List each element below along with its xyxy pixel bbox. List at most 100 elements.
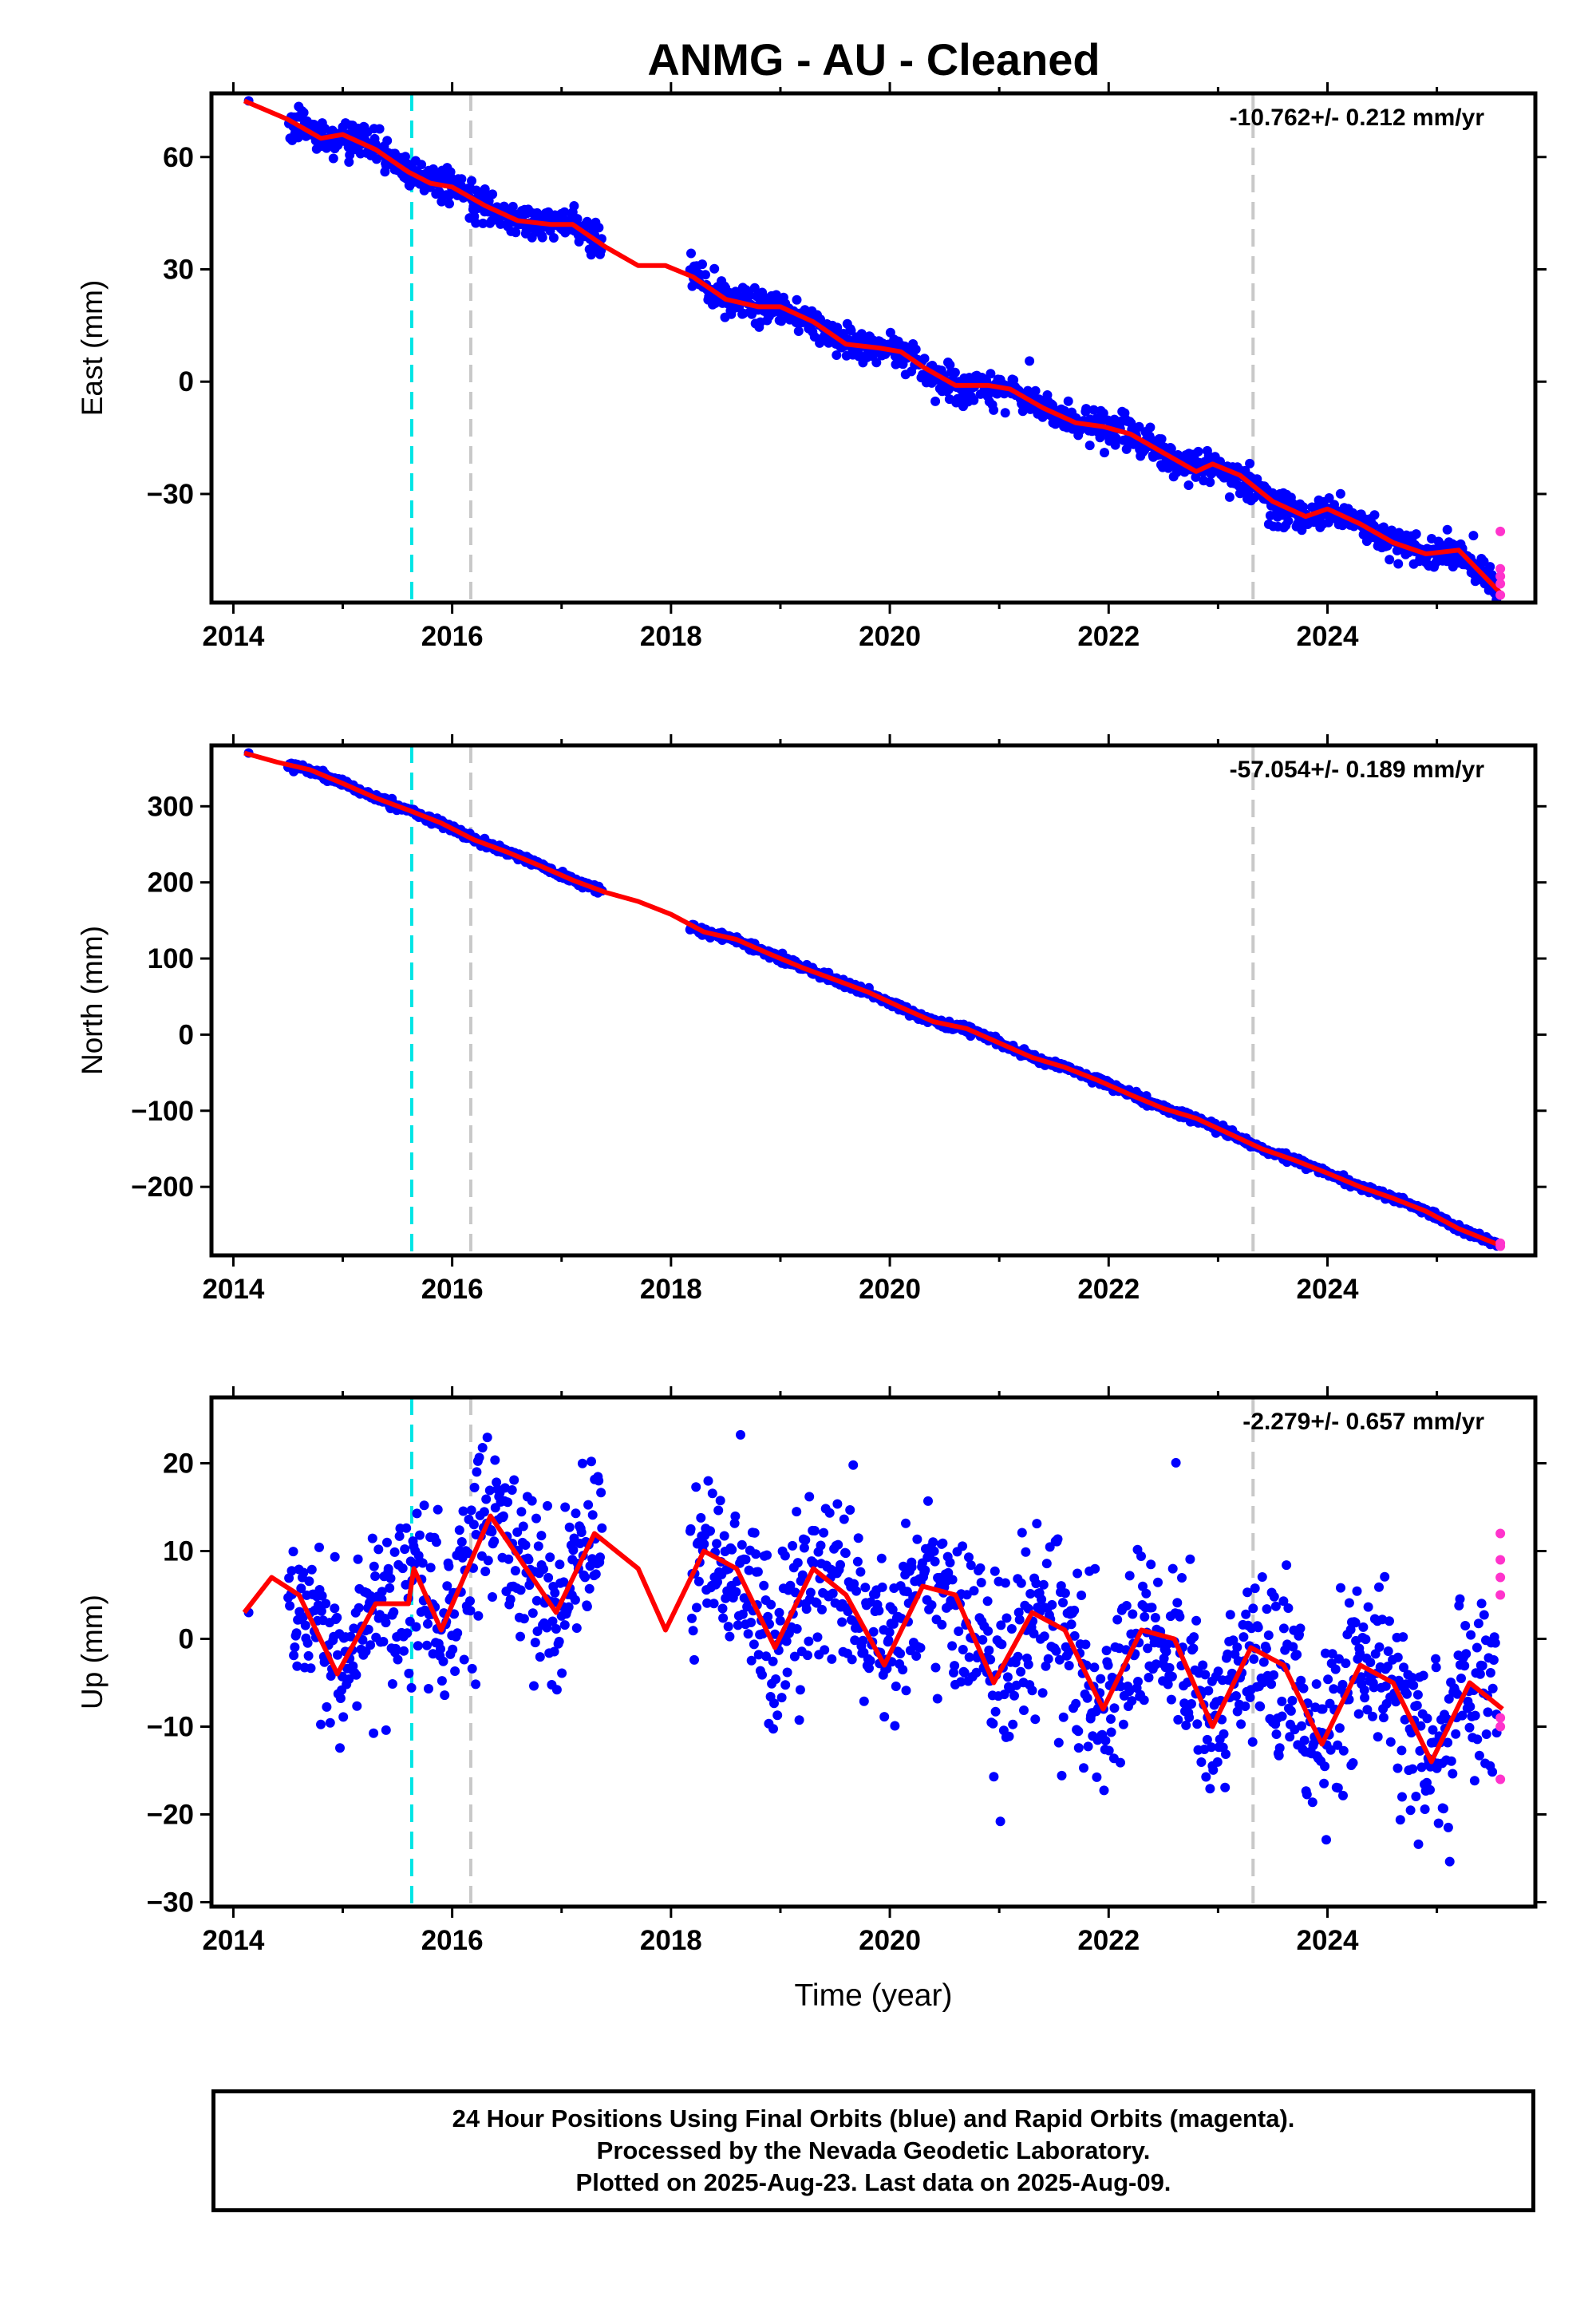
up-panel: 2014 2016 2018 2020 2022 2024 20 10 0 −10 −20 −30 Up… — [76, 1386, 1547, 2013]
up-data-point — [788, 1540, 798, 1551]
up-data-point — [1408, 1680, 1419, 1690]
up-data-point — [1213, 1666, 1223, 1677]
up-data-point — [529, 1681, 539, 1691]
up-data-point — [1319, 1778, 1329, 1788]
up-data-point — [419, 1500, 429, 1511]
up-data-point — [1278, 1596, 1289, 1607]
up-data-point — [326, 1671, 336, 1681]
up-data-point — [1250, 1583, 1260, 1594]
north-frame — [209, 743, 1538, 1258]
up-data-point — [1464, 1722, 1475, 1733]
up-data-point — [333, 1650, 342, 1660]
up-data-point — [1402, 1689, 1412, 1699]
up-data-point — [554, 1636, 564, 1646]
up-data-point — [1069, 1605, 1080, 1615]
up-data-point — [1333, 1783, 1343, 1793]
up-data-point — [1238, 1632, 1249, 1642]
up-data-point — [792, 1558, 803, 1568]
up-data-point — [298, 1567, 309, 1578]
east-rapid-point — [1495, 579, 1506, 589]
north-x-tick-label: 2016 — [421, 1274, 484, 1305]
up-data-point — [696, 1512, 706, 1523]
up-data-point — [292, 1661, 302, 1671]
east-data-point — [401, 152, 410, 162]
up-data-point — [717, 1603, 728, 1614]
up-data-point — [1163, 1679, 1173, 1690]
up-data-point — [930, 1556, 940, 1567]
up-data-point — [800, 1535, 811, 1545]
up-data-point — [1073, 1743, 1084, 1753]
up-data-point — [1336, 1583, 1345, 1593]
east-final-orbit-points — [243, 96, 1502, 603]
up-y-tick-label: 10 — [163, 1536, 194, 1567]
up-data-point — [1385, 1616, 1394, 1626]
up-data-point — [1025, 1589, 1036, 1599]
up-data-point — [1079, 1763, 1088, 1773]
up-data-point — [335, 1694, 346, 1703]
east-data-point — [344, 157, 354, 167]
up-data-point — [1456, 1674, 1466, 1683]
east-data-point — [559, 207, 570, 217]
up-data-point — [1373, 1732, 1383, 1742]
up-data-point — [848, 1460, 859, 1470]
up-data-point — [926, 1600, 937, 1611]
up-data-point — [306, 1564, 317, 1575]
east-rapid-point — [1495, 571, 1506, 582]
up-data-point — [1071, 1698, 1081, 1709]
up-data-point — [1355, 1648, 1365, 1658]
up-data-point — [785, 1580, 796, 1591]
up-data-point — [551, 1685, 562, 1695]
up-data-point — [1198, 1660, 1208, 1670]
up-data-point — [563, 1602, 574, 1612]
up-data-point — [1269, 1670, 1279, 1680]
up-data-point — [812, 1632, 823, 1642]
up-data-point — [1016, 1578, 1026, 1588]
up-data-point — [564, 1522, 575, 1532]
up-data-point — [285, 1601, 295, 1611]
up-data-point — [363, 1624, 373, 1634]
up-data-point — [584, 1583, 595, 1594]
up-data-point — [1138, 1581, 1148, 1591]
up-data-point — [518, 1521, 528, 1532]
east-data-point — [792, 294, 802, 305]
up-data-point — [929, 1546, 939, 1556]
up-data-point — [1428, 1725, 1438, 1735]
up-data-point — [877, 1582, 887, 1592]
east-data-point — [1411, 529, 1421, 539]
up-data-point — [381, 1725, 391, 1735]
up-x-tick-label: 2024 — [1297, 1925, 1359, 1956]
up-data-point — [837, 1617, 847, 1627]
up-frame — [209, 1395, 1538, 1909]
up-data-point — [901, 1686, 911, 1696]
up-data-point — [1295, 1623, 1306, 1634]
up-data-point — [794, 1715, 804, 1725]
up-data-point — [523, 1555, 534, 1565]
up-data-point — [1344, 1598, 1354, 1608]
up-data-point — [472, 1467, 482, 1477]
east-data-point — [1000, 408, 1010, 418]
east-data-point — [1324, 493, 1334, 503]
up-data-point — [956, 1677, 966, 1687]
east-data-point — [1468, 531, 1479, 541]
east-data-point — [1166, 444, 1176, 454]
east-plot-area — [243, 93, 1506, 603]
up-data-point — [693, 1576, 704, 1587]
east-data-point — [911, 344, 921, 354]
up-data-point — [1171, 1457, 1181, 1468]
east-data-point — [686, 248, 696, 259]
up-data-point — [1184, 1713, 1195, 1722]
up-rapid-point — [1495, 1774, 1506, 1784]
east-data-point — [1485, 562, 1495, 572]
up-data-point — [874, 1606, 884, 1616]
up-data-point — [1185, 1554, 1195, 1564]
up-data-point — [1285, 1732, 1295, 1742]
up-data-point — [539, 1564, 548, 1575]
up-data-point — [741, 1555, 751, 1565]
up-data-point — [804, 1636, 814, 1646]
east-data-point — [537, 232, 547, 243]
up-data-point — [373, 1544, 384, 1555]
up-data-point — [1247, 1737, 1258, 1747]
up-data-point — [454, 1525, 464, 1535]
up-data-point — [1460, 1621, 1471, 1630]
up-data-point — [458, 1506, 468, 1516]
